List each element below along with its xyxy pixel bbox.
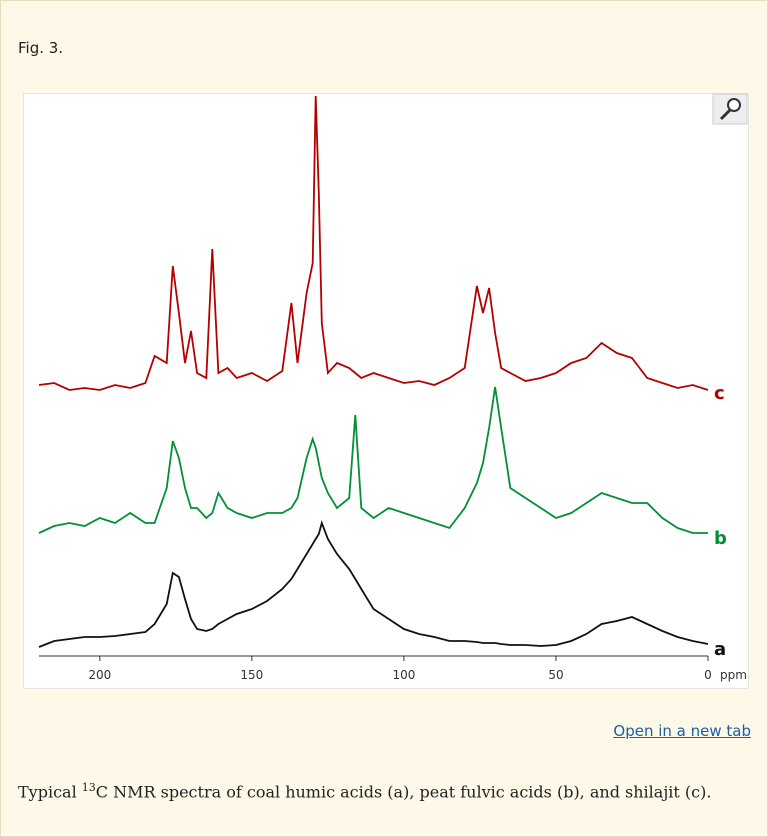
spectrum-line [38,95,709,391]
series-label: a [714,639,726,660]
x-tick-label: 150 [240,668,263,682]
open-link[interactable]: Open in a new tab [613,722,751,740]
zoom-icon[interactable] [712,93,748,125]
caption: Typical 13C NMR spectra of coal humic ac… [18,781,711,801]
series-label: c [714,383,725,404]
x-tick-label: 0 [704,668,712,682]
x-tick-label: 200 [88,668,111,682]
series-label: b [714,528,727,549]
spectrum-line [38,520,709,648]
caption-text: C NMR spectra of coal humic acids (a), p… [95,782,712,802]
x-axis-label: ppm [720,668,747,682]
x-tick-label: 50 [548,668,563,682]
figure-image[interactable] [23,93,749,689]
spectrum-line [38,386,708,534]
x-tick-label: 100 [392,668,415,682]
chart: 200 150 100 50 0 ppm a b c [38,93,748,682]
caption-text: Typical [18,782,82,802]
caption-superscript: 13 [81,781,96,794]
figure-title: Fig. 3. [18,39,64,57]
